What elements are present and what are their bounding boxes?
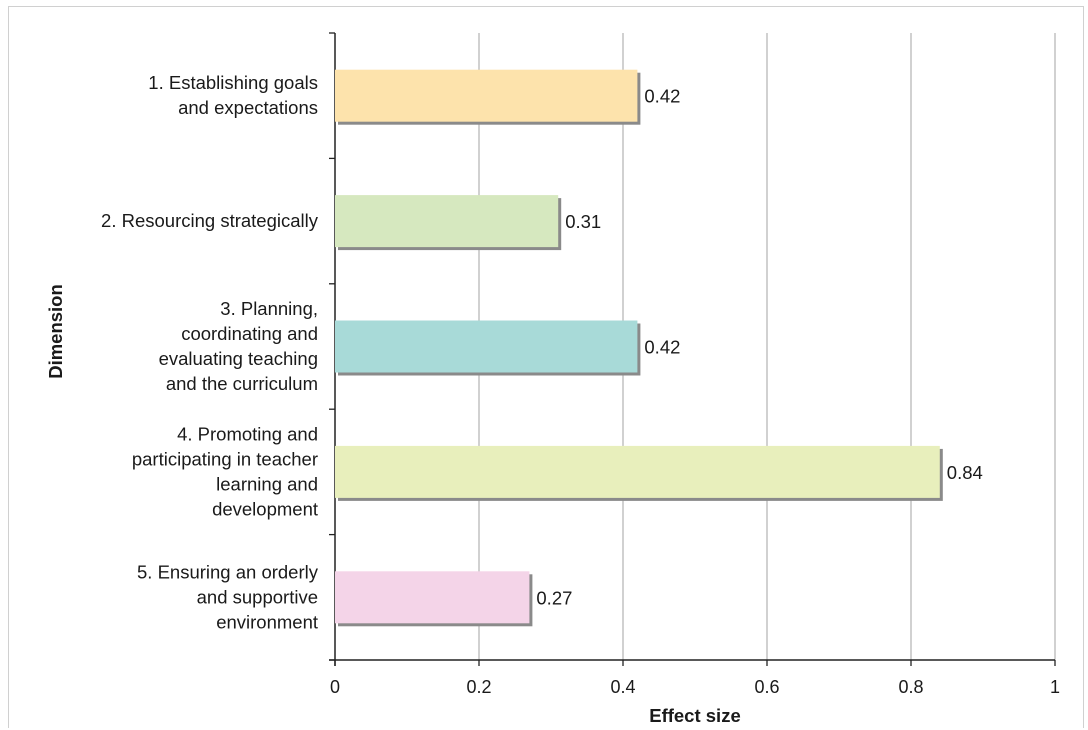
x-tick-label: 0.4: [610, 677, 635, 697]
x-tick-label: 0.2: [466, 677, 491, 697]
y-category-label: learning and: [216, 473, 318, 494]
y-category-label: and expectations: [178, 97, 318, 118]
y-category-label: development: [212, 498, 318, 519]
y-category-label: evaluating teaching: [159, 348, 318, 369]
bar: [335, 195, 559, 248]
x-tick-label: 1: [1050, 677, 1060, 697]
y-category-label: coordinating and: [181, 323, 318, 344]
data-label: 0.27: [536, 587, 572, 608]
data-label: 0.31: [565, 211, 601, 232]
x-axis-title: Effect size: [649, 705, 741, 726]
y-category-label: participating in teacher: [132, 448, 318, 469]
y-category-label: 4. Promoting and: [177, 423, 318, 444]
bar: [335, 571, 530, 624]
y-category-label: 1. Establishing goals: [148, 72, 318, 93]
bar: [335, 69, 638, 122]
y-category-label: 5. Ensuring an orderly: [137, 561, 319, 582]
data-label: 0.84: [947, 462, 983, 483]
x-tick-label: 0.6: [754, 677, 779, 697]
data-label: 0.42: [644, 86, 680, 107]
y-category-label: and supportive: [197, 586, 318, 607]
bar: [335, 320, 638, 373]
y-category-label: and the curriculum: [166, 373, 318, 394]
x-tick-label: 0: [330, 677, 340, 697]
y-axis-title: Dimension: [45, 284, 66, 379]
bar: [335, 445, 940, 498]
chart-frame: [8, 6, 1084, 728]
y-category-label: 3. Planning,: [220, 298, 318, 319]
y-category-label: 2. Resourcing strategically: [101, 210, 319, 231]
data-label: 0.42: [644, 337, 680, 358]
x-tick-label: 0.8: [898, 677, 923, 697]
y-category-label: environment: [216, 611, 318, 632]
